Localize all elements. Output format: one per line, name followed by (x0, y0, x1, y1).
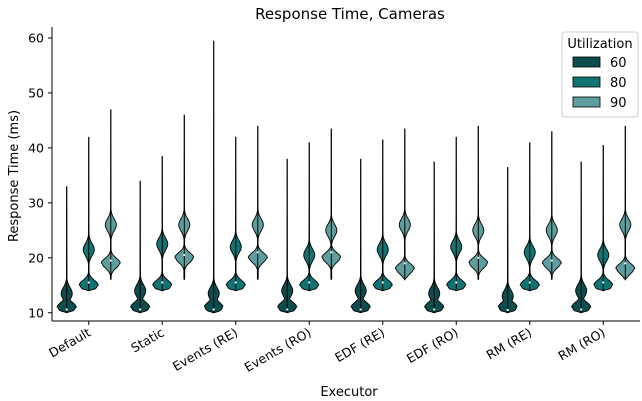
violin-median-90-0 (109, 259, 112, 262)
plot-area (51, 27, 640, 322)
violin-median-90-7 (624, 262, 627, 265)
violin-median-80-0 (87, 281, 90, 284)
violin-median-60-4 (359, 308, 362, 311)
violin-median-60-6 (506, 308, 509, 312)
y-axis-label: Response Time (ms) (7, 110, 22, 242)
x-tick-label: Default (46, 325, 93, 361)
violin-median-60-0 (65, 308, 68, 311)
legend-label-80: 80 (610, 76, 627, 91)
legend-title: Utilization (567, 37, 632, 52)
violin-median-80-6 (528, 281, 531, 284)
chart-title: Response Time, Cameras (255, 5, 445, 23)
violin-median-90-5 (477, 256, 480, 259)
legend-label-60: 60 (610, 56, 627, 71)
x-tick-label: EDF (RE) (332, 325, 387, 366)
legend: Utilization 60 80 90 (561, 31, 639, 118)
x-tick-label: RM (RE) (484, 325, 535, 363)
x-axis-ticks: Default Static Events (RE) Events (RO) EDF (… (46, 321, 608, 375)
legend-box (561, 31, 639, 118)
violin-median-60-3 (286, 308, 289, 311)
y-tick-label: 50 (28, 85, 44, 100)
violin-median-90-6 (550, 259, 553, 262)
legend-label-90: 90 (610, 96, 627, 111)
violin-median-80-5 (455, 281, 458, 284)
violin-median-90-4 (403, 262, 406, 265)
violin-median-80-1 (161, 281, 164, 284)
violin-median-80-3 (308, 281, 311, 284)
violin-median-60-7 (580, 308, 583, 311)
legend-swatch-90 (572, 96, 601, 108)
violin-median-90-3 (330, 251, 333, 254)
violin-median-90-2 (256, 251, 259, 254)
y-tick-label: 40 (28, 140, 44, 155)
x-tick-label: EDF (RO) (404, 325, 461, 366)
y-tick-label: 10 (28, 305, 44, 320)
legend-swatch-80 (572, 76, 601, 88)
violin-median-60-5 (433, 308, 436, 311)
x-tick-label: Static (128, 325, 167, 356)
x-tick-label: Events (RO) (242, 325, 314, 375)
y-tick-label: 20 (28, 250, 44, 265)
y-axis-ticks: 10 20 30 40 50 60 (28, 30, 52, 320)
y-tick-label: 60 (28, 30, 44, 45)
violin-median-60-2 (212, 308, 215, 311)
violin-median-80-2 (234, 281, 237, 284)
violin-median-80-7 (602, 281, 605, 284)
violin-median-60-1 (139, 308, 142, 311)
x-tick-label: Events (RE) (170, 325, 240, 374)
legend-swatch-60 (572, 56, 601, 68)
violin-median-80-4 (381, 281, 384, 284)
x-axis-label: Executor (320, 385, 378, 400)
x-tick-label: RM (RO) (555, 325, 607, 364)
violin-median-90-1 (183, 253, 186, 257)
y-tick-label: 30 (28, 195, 44, 210)
